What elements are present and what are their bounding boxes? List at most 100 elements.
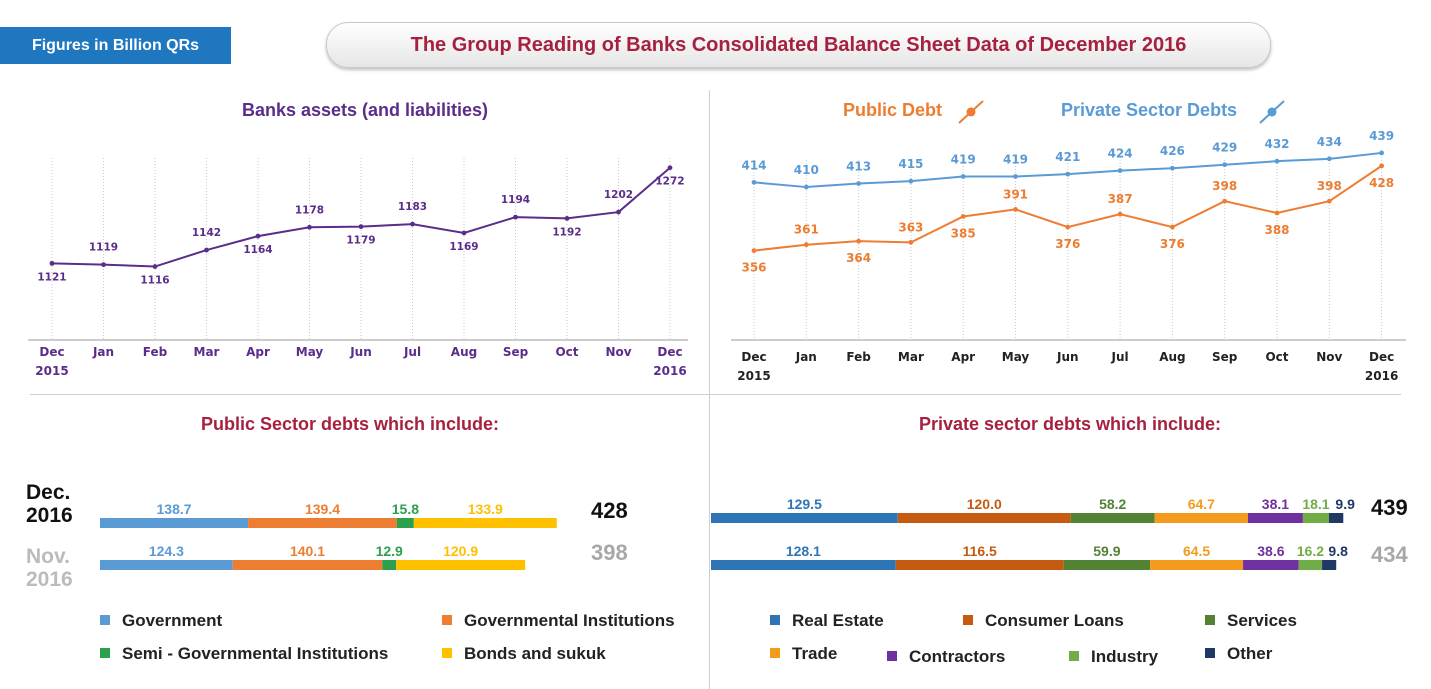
- bar-value-label: 116.5: [963, 543, 997, 559]
- legend-label: Contractors: [909, 647, 1006, 666]
- bar-segment: [1154, 513, 1248, 523]
- bar-segment: [248, 518, 397, 528]
- debts-x-tick: Jun: [1056, 350, 1079, 364]
- private-data-label: 415: [898, 157, 923, 171]
- bar-segment: [1302, 513, 1330, 523]
- private-data-label: 424: [1108, 147, 1133, 161]
- units-badge: Figures in Billion QRs: [0, 27, 231, 64]
- assets-x-tick: Jan: [92, 345, 114, 359]
- public-data-label: 388: [1264, 223, 1289, 237]
- private-debt-legend-label: Private Sector Debts: [1061, 100, 1238, 120]
- bar-value-label: 38.1: [1262, 496, 1289, 512]
- assets-data-label: 1194: [501, 194, 530, 206]
- assets-x-tick: Apr: [246, 345, 270, 359]
- private-point: [856, 181, 861, 186]
- bar-segment: [413, 518, 557, 528]
- bar-value-label: 64.5: [1183, 543, 1210, 559]
- debts-x-tick: Dec: [1369, 350, 1394, 364]
- legend-label: Government: [122, 611, 223, 630]
- public-data-label: 376: [1160, 237, 1185, 251]
- assets-data-label: 1169: [449, 241, 478, 253]
- legend-label: Trade: [792, 644, 838, 663]
- legend-label: Other: [1227, 644, 1273, 663]
- assets-point: [152, 264, 158, 269]
- legend-label: Real Estate: [792, 611, 884, 630]
- private-debt-legend-icon: [1259, 100, 1285, 124]
- row-label-line: Nov.: [26, 545, 70, 568]
- debts-x-tick: Jan: [795, 350, 817, 364]
- bar-segment: [711, 513, 898, 523]
- assets-point: [49, 260, 55, 266]
- bar-segment: [1150, 560, 1244, 570]
- bar-segment: [100, 560, 233, 570]
- assets-data-label: 1202: [604, 189, 633, 201]
- assets-data-label: 1272: [655, 176, 684, 188]
- legend-consumer-loans: Consumer Loans: [963, 611, 1124, 631]
- debts-x-tick: Apr: [951, 350, 975, 364]
- debts-x-tick: Feb: [846, 350, 871, 364]
- legend-real-estate: Real Estate: [770, 611, 884, 631]
- public-debt-legend-label: Public Debt: [843, 100, 943, 120]
- assets-point: [667, 165, 673, 171]
- public-data-label: 376: [1055, 237, 1080, 251]
- public-data-label: 361: [794, 223, 819, 237]
- legend-label: Bonds and sukuk: [464, 644, 606, 663]
- bar-total-label: 434: [1371, 542, 1408, 567]
- public-data-label: 363: [898, 220, 923, 234]
- bar-value-label: 9.8: [1328, 543, 1348, 559]
- private-data-label: 419: [1003, 152, 1028, 166]
- bar-value-label: 139.4: [305, 501, 340, 517]
- legend-label: Services: [1227, 611, 1297, 630]
- debts-x-tick: Jul: [1111, 350, 1129, 364]
- bar-segment: [382, 560, 397, 570]
- private-data-label: 414: [741, 158, 766, 172]
- bar-total-label: 439: [1371, 495, 1408, 520]
- public-row-label-nov: Nov. 2016: [26, 545, 96, 591]
- assets-point: [616, 209, 621, 215]
- assets-point: [255, 233, 261, 239]
- public-point: [856, 238, 861, 244]
- bar-value-label: 38.6: [1257, 543, 1284, 559]
- bar-segment: [396, 560, 526, 570]
- assets-line-chart: 1121 1119 1116 1142 1164 1178 1179 1183 1169 1194…: [28, 158, 688, 378]
- bar-value-label: 129.5: [787, 496, 822, 512]
- public-data-label: 398: [1212, 179, 1237, 193]
- public-sector-title: Public Sector debts which include:: [200, 414, 500, 434]
- legend-bonds-sukuk: Bonds and sukuk: [442, 644, 606, 664]
- public-data-label: 356: [741, 261, 766, 275]
- bar-value-label: 9.9: [1335, 496, 1355, 512]
- public-point: [908, 239, 914, 245]
- debts-x-tick-year: 2016: [1365, 369, 1398, 383]
- debts-x-tick: Dec: [741, 350, 766, 364]
- private-point: [1274, 158, 1280, 164]
- assets-point: [101, 262, 106, 268]
- bar-total-label: 398: [591, 540, 628, 565]
- debts-x-tick: Sep: [1212, 350, 1238, 364]
- bar-value-label: 15.8: [392, 501, 419, 517]
- public-data-label: 398: [1317, 179, 1342, 193]
- private-data-label: 410: [794, 163, 819, 177]
- assets-x-tick: Dec: [657, 345, 682, 359]
- private-data-label: 439: [1369, 130, 1394, 143]
- bar-value-label: 133.9: [468, 501, 503, 517]
- private-point: [1326, 156, 1332, 162]
- public-point: [960, 214, 966, 219]
- public-point: [1326, 198, 1332, 204]
- row-label-line: Dec.: [26, 481, 71, 504]
- private-point: [803, 184, 809, 190]
- assets-x-tick: Jul: [403, 345, 421, 359]
- debts-x-tick: Nov: [1316, 350, 1342, 364]
- row-label-line: 2016: [26, 504, 73, 527]
- bar-value-label: 12.9: [376, 543, 403, 559]
- private-point: [1117, 168, 1123, 173]
- assets-x-tick: Oct: [555, 345, 578, 359]
- assets-point: [307, 224, 312, 230]
- private-data-label: 421: [1055, 150, 1080, 164]
- private-data-label: 426: [1160, 144, 1185, 158]
- bar-segment: [897, 513, 1071, 523]
- bar-value-label: 59.9: [1093, 543, 1120, 559]
- bar-value-label: 16.2: [1297, 543, 1324, 559]
- debts-x-tick: Aug: [1159, 350, 1185, 364]
- assets-point: [564, 216, 570, 221]
- assets-data-label: 1142: [192, 227, 221, 239]
